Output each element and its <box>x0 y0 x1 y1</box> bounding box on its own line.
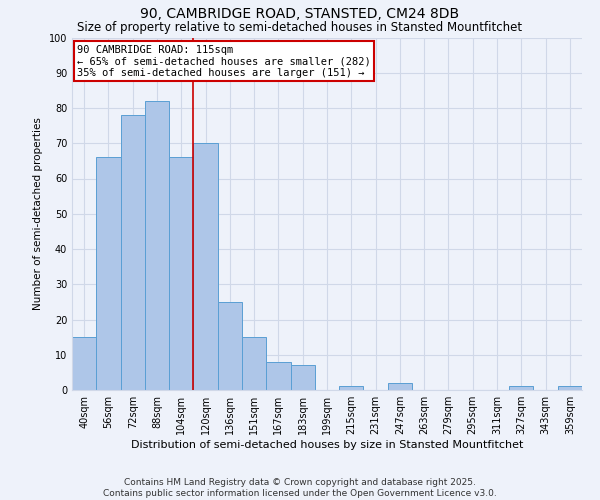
Y-axis label: Number of semi-detached properties: Number of semi-detached properties <box>33 118 43 310</box>
Text: 90 CAMBRIDGE ROAD: 115sqm
← 65% of semi-detached houses are smaller (282)
35% of: 90 CAMBRIDGE ROAD: 115sqm ← 65% of semi-… <box>77 44 371 78</box>
Bar <box>121 115 145 390</box>
Text: 90, CAMBRIDGE ROAD, STANSTED, CM24 8DB: 90, CAMBRIDGE ROAD, STANSTED, CM24 8DB <box>140 8 460 22</box>
Bar <box>218 302 242 390</box>
Bar <box>242 337 266 390</box>
Bar <box>558 386 582 390</box>
Bar <box>339 386 364 390</box>
Bar <box>169 158 193 390</box>
X-axis label: Distribution of semi-detached houses by size in Stansted Mountfitchet: Distribution of semi-detached houses by … <box>131 440 523 450</box>
Bar <box>72 337 96 390</box>
Bar <box>145 101 169 390</box>
Bar <box>509 386 533 390</box>
Text: Contains HM Land Registry data © Crown copyright and database right 2025.
Contai: Contains HM Land Registry data © Crown c… <box>103 478 497 498</box>
Bar <box>266 362 290 390</box>
Bar <box>96 158 121 390</box>
Text: Size of property relative to semi-detached houses in Stansted Mountfitchet: Size of property relative to semi-detach… <box>77 21 523 34</box>
Bar <box>193 143 218 390</box>
Bar <box>290 366 315 390</box>
Bar <box>388 383 412 390</box>
